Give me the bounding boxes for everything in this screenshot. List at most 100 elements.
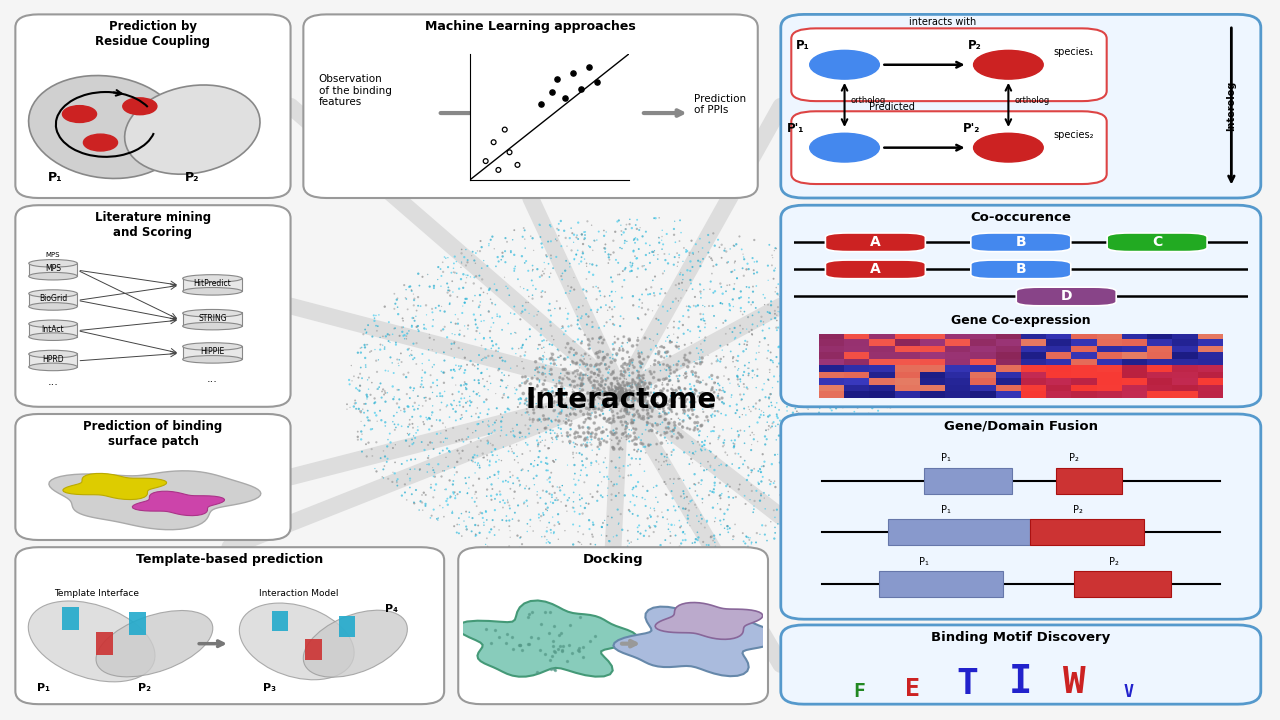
Point	[867, 362, 887, 374]
Point	[681, 396, 701, 408]
Point	[791, 387, 812, 398]
Point	[645, 340, 666, 351]
Point	[440, 492, 461, 503]
Point	[666, 341, 686, 352]
Point	[652, 283, 672, 294]
Point	[673, 242, 694, 253]
Point	[579, 373, 599, 384]
Point	[771, 284, 791, 296]
Point	[681, 387, 701, 399]
Point	[591, 427, 612, 438]
Point	[719, 481, 740, 492]
Point	[622, 489, 643, 500]
Point	[713, 288, 733, 300]
Point	[422, 377, 443, 389]
Point	[659, 336, 680, 347]
Point	[846, 303, 867, 315]
Point	[572, 356, 593, 367]
Point	[406, 427, 426, 438]
Point	[817, 356, 837, 367]
Point	[499, 541, 520, 552]
Point	[485, 417, 506, 428]
Point	[573, 358, 594, 369]
Point	[701, 253, 722, 264]
Point	[637, 513, 658, 524]
Point	[399, 475, 420, 487]
Point	[511, 307, 531, 319]
Point	[692, 441, 713, 452]
Point	[444, 462, 465, 473]
Point	[588, 347, 608, 359]
Point	[856, 374, 877, 386]
Point	[343, 371, 364, 382]
Point	[687, 417, 708, 428]
Point	[650, 385, 671, 397]
Point	[809, 356, 829, 368]
Point	[617, 379, 637, 390]
Point	[627, 271, 648, 283]
Point	[454, 392, 475, 404]
Point	[566, 404, 586, 415]
Point	[598, 348, 618, 360]
Point	[781, 427, 801, 438]
Point	[593, 491, 613, 503]
Point	[699, 237, 719, 248]
Point	[653, 392, 673, 404]
Point	[622, 258, 643, 269]
Point	[639, 521, 659, 532]
Point	[708, 388, 728, 400]
Point	[552, 274, 572, 285]
Point	[591, 476, 612, 487]
Point	[607, 216, 627, 228]
Point	[547, 223, 567, 235]
Point	[589, 403, 609, 415]
Point	[764, 522, 785, 534]
Point	[595, 395, 616, 407]
Point	[835, 444, 855, 456]
Point	[591, 380, 612, 392]
Point	[639, 402, 659, 413]
Point	[677, 517, 698, 528]
Point	[694, 464, 714, 476]
Point	[585, 382, 605, 394]
Point	[547, 295, 567, 307]
Point	[612, 361, 632, 372]
Point	[468, 433, 489, 444]
Point	[669, 414, 690, 426]
Point	[524, 461, 544, 472]
Point	[562, 356, 582, 367]
Point	[628, 366, 649, 377]
Point	[460, 400, 480, 411]
Point	[397, 400, 417, 412]
Point	[612, 395, 632, 407]
Point	[873, 425, 893, 436]
Point	[877, 402, 897, 413]
Point	[579, 428, 599, 439]
Point	[627, 446, 648, 457]
Point	[662, 406, 682, 418]
Point	[384, 391, 404, 402]
Point	[388, 308, 408, 320]
Point	[692, 387, 713, 399]
Point	[593, 396, 613, 408]
Point	[616, 394, 636, 405]
Point	[845, 354, 865, 365]
Point	[470, 289, 490, 301]
Point	[352, 446, 372, 457]
Point	[548, 534, 568, 545]
Point	[598, 393, 618, 405]
Point	[370, 452, 390, 464]
Point	[632, 289, 653, 300]
Point	[714, 523, 735, 534]
Point	[385, 456, 406, 468]
Point	[563, 487, 584, 498]
Point	[692, 536, 713, 548]
Point	[434, 306, 454, 318]
Point	[403, 400, 424, 412]
Point	[796, 467, 817, 478]
Point	[499, 503, 520, 514]
Point	[562, 394, 582, 405]
Point	[616, 404, 636, 415]
Point	[573, 528, 594, 540]
Point	[474, 287, 494, 298]
